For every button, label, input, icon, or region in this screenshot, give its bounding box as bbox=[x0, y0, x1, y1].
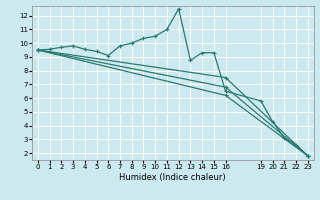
X-axis label: Humidex (Indice chaleur): Humidex (Indice chaleur) bbox=[119, 173, 226, 182]
